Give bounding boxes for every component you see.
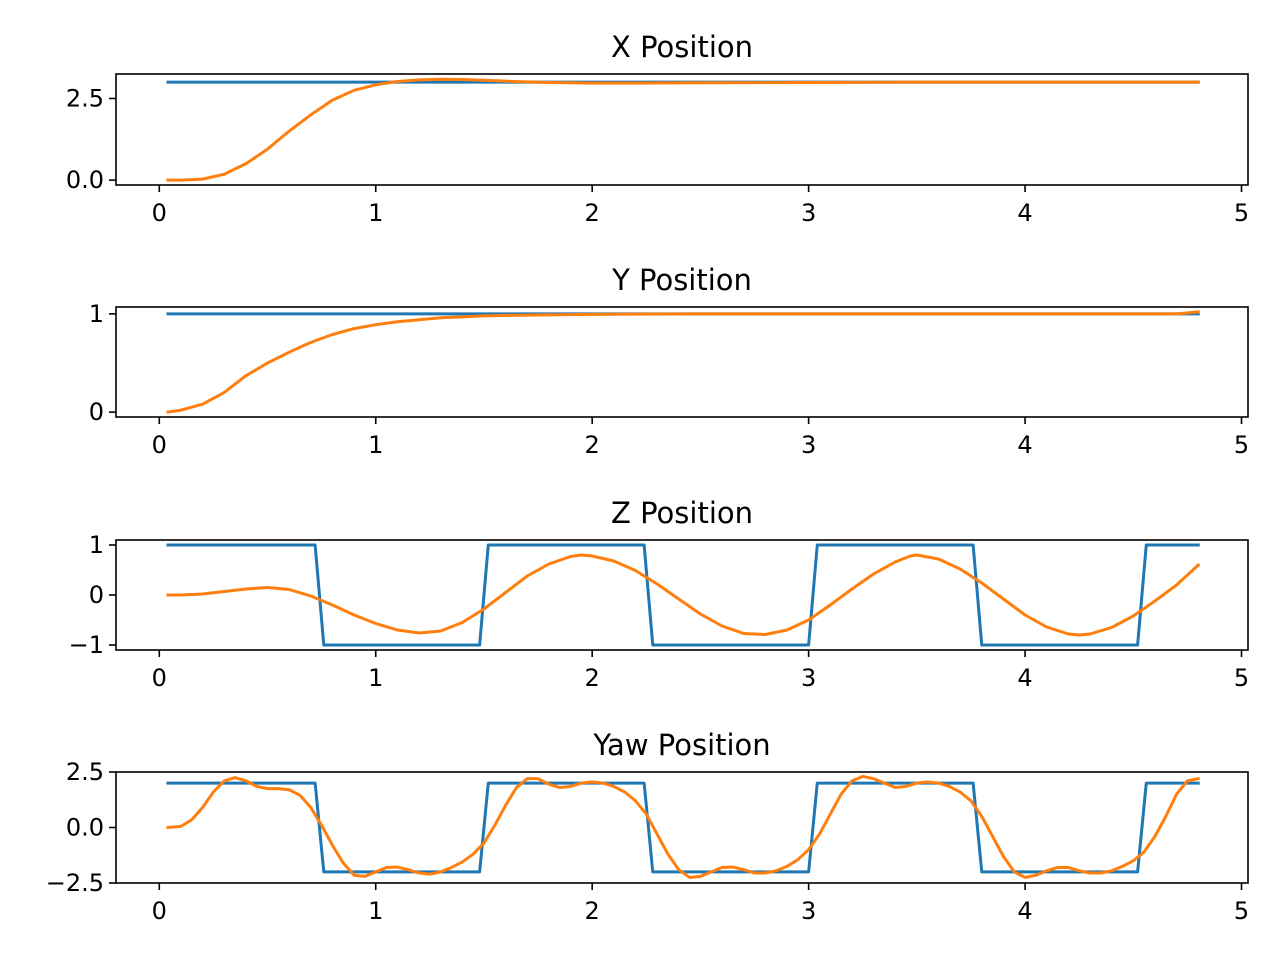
y-position-x-tick-label: 4 [1017,431,1032,459]
yaw-position-panel: Yaw Position 0 1 2 3 4 5 −2.5 0.0 2.5 [46,728,1249,925]
x-position-y-tick-label: 2.5 [66,84,104,112]
x-position-title: X Position [611,30,753,64]
yaw-position-x-tick-label: 5 [1234,897,1249,925]
x-position-x-tick-label: 1 [368,199,383,227]
z-position-series-1-line [166,553,1201,637]
x-position-x-tick-label: 5 [1234,199,1249,227]
y-position-x-tick-label: 1 [368,431,383,459]
y-position-x-tick-label: 3 [801,431,816,459]
x-position-y-tick-label: 0.0 [66,166,104,194]
z-position-x-tick-label: 1 [368,664,383,692]
x-position-x-tick-label: 0 [152,199,167,227]
z-position-panel: Z Position 0 1 2 3 4 5 −1 0 1 [69,496,1250,692]
x-position-x-tick-label: 4 [1017,199,1032,227]
z-position-x-tick-label: 2 [585,664,600,692]
z-position-x-tick-label: 0 [152,664,167,692]
yaw-position-series-1-line [166,774,1200,879]
yaw-position-y-tick-label: −2.5 [46,869,104,897]
y-position-y-tick-label: 1 [89,300,104,328]
y-position-title: Y Position [611,263,752,297]
yaw-position-x-tick-label: 4 [1017,897,1032,925]
x-position-x-tick-label: 2 [585,199,600,227]
yaw-position-title: Yaw Position [592,728,770,762]
y-position-x-tick-label: 2 [585,431,600,459]
x-position-series-1-line [166,77,1200,182]
yaw-position-x-tick-label: 2 [585,897,600,925]
yaw-position-x-tick-label: 0 [152,897,167,925]
z-position-title: Z Position [611,496,753,530]
z-position-x-tick-label: 4 [1017,664,1032,692]
yaw-position-y-tick-label: 2.5 [66,758,104,786]
yaw-position-x-tick-label: 3 [801,897,816,925]
y-position-x-tick-label: 5 [1234,431,1249,459]
y-position-panel: Y Position 0 1 2 3 4 5 0 1 [89,263,1249,459]
z-position-series-0-line [166,543,1200,647]
z-position-x-tick-label: 3 [801,664,816,692]
z-position-y-tick-label: −1 [69,631,104,659]
z-position-y-tick-label: 0 [89,581,104,609]
y-position-series-1-line [166,310,1200,414]
yaw-position-y-tick-label: 0.0 [66,814,104,842]
z-position-x-tick-label: 5 [1234,664,1249,692]
x-position-axes-frame [115,73,1249,186]
x-position-panel: X Position 0 1 2 3 4 5 0.0 2.5 [66,30,1249,227]
z-position-y-tick-label: 1 [89,531,104,559]
y-position-x-tick-label: 0 [152,431,167,459]
x-position-x-tick-label: 3 [801,199,816,227]
yaw-position-x-tick-label: 1 [368,897,383,925]
y-position-axes-frame [115,306,1249,418]
y-position-y-tick-label: 0 [89,398,104,426]
